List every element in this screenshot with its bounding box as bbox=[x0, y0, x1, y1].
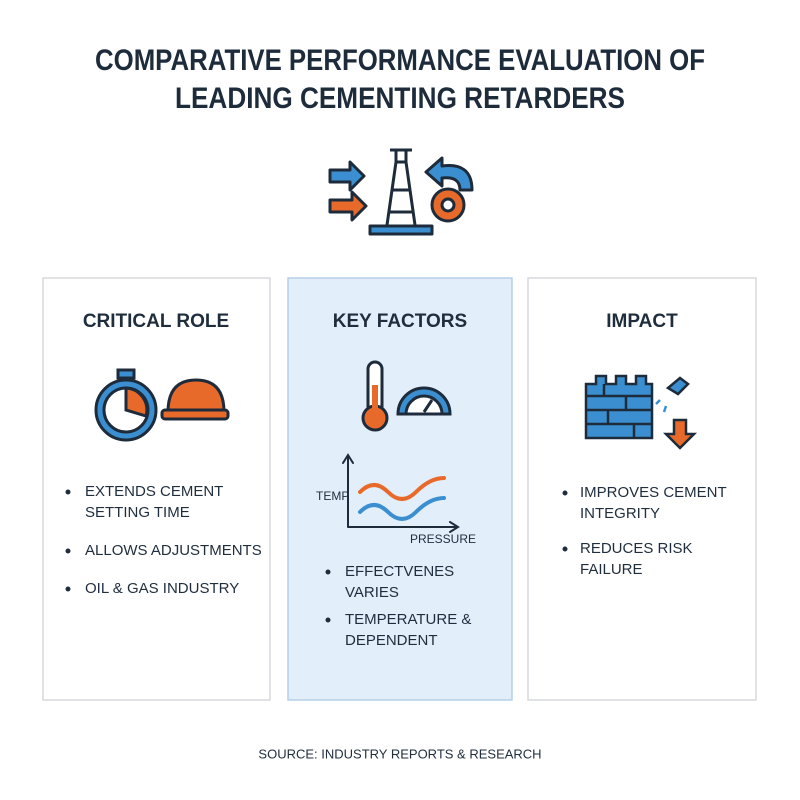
panel-heading: KEY FACTORS bbox=[333, 311, 467, 332]
panel bbox=[527, 277, 757, 701]
graph-y-label: TEMP bbox=[316, 489, 349, 503]
leak-icon bbox=[655, 376, 698, 450]
bullet-dot bbox=[65, 586, 71, 592]
bullet-dot bbox=[325, 617, 331, 623]
bullet-text: IMPROVES CEMENT bbox=[580, 484, 727, 501]
header-icon bbox=[328, 148, 474, 236]
footer-source: SOURCE: INDUSTRY REPORTS & RESEARCH bbox=[258, 746, 541, 761]
title-line: COMPARATIVE PERFORMANCE EVALUATION OF bbox=[95, 44, 705, 77]
bullet-dot bbox=[65, 489, 71, 495]
bullet-text: ALLOWS ADJUSTMENTS bbox=[85, 542, 262, 559]
panel-heading: CRITICAL ROLE bbox=[83, 311, 229, 332]
hard-hat-icon bbox=[160, 378, 230, 421]
panel bbox=[287, 277, 513, 701]
bullet-text: EXTENDS CEMENT bbox=[85, 483, 223, 500]
bullet-text: EFFECTVENES bbox=[345, 563, 454, 580]
bullet-text: REDUCES RISK bbox=[580, 540, 693, 557]
bullet-dot bbox=[65, 548, 71, 554]
bullet-text: SETTING TIME bbox=[85, 504, 190, 521]
bullet-dot bbox=[562, 546, 568, 552]
stopwatch-icon bbox=[94, 368, 158, 442]
bullet-text: FAILURE bbox=[580, 561, 643, 578]
thermometer-icon bbox=[361, 360, 389, 432]
bullet-text: INTEGRITY bbox=[580, 505, 660, 522]
graph-x-label: PRESSURE bbox=[410, 532, 476, 546]
bullet-text: OIL & GAS INDUSTRY bbox=[85, 580, 239, 597]
bullet-dot bbox=[562, 490, 568, 496]
title-line: LEADING CEMENTING RETARDERS bbox=[175, 82, 625, 115]
bullet-text: TEMPERATURE & bbox=[345, 611, 471, 628]
wall-icon bbox=[584, 374, 654, 440]
panel bbox=[42, 277, 271, 701]
bullet-dot bbox=[325, 569, 331, 575]
bullet-text: VARIES bbox=[345, 584, 399, 601]
graph-icon bbox=[342, 453, 460, 533]
panel-heading: IMPACT bbox=[606, 311, 678, 332]
bullet-text: DEPENDENT bbox=[345, 632, 438, 649]
gauge-icon bbox=[396, 386, 452, 416]
